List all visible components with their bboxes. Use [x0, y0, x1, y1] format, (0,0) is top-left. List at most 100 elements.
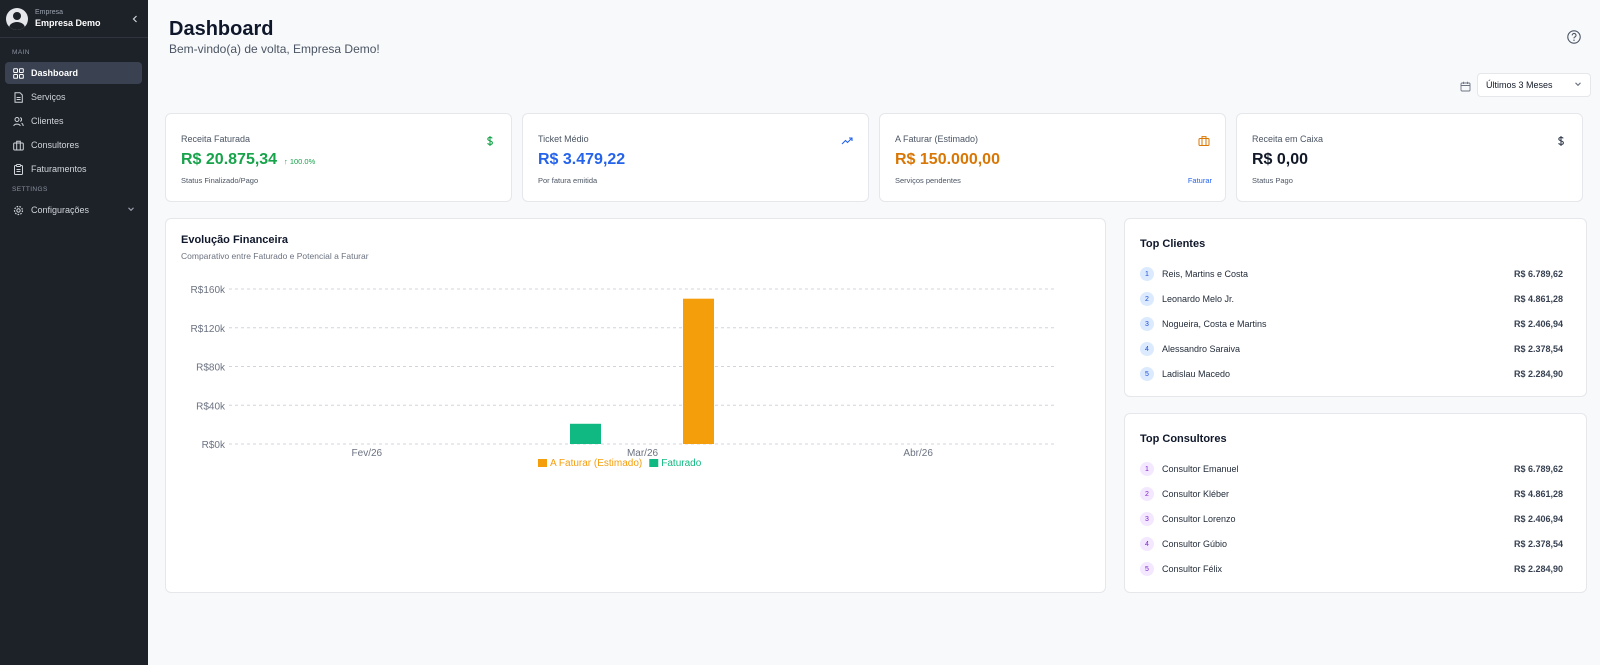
dollar-icon [1555, 134, 1567, 146]
chevron-down-icon [127, 205, 135, 215]
consultant-amount: R$ 6.789,62 [1513, 464, 1563, 474]
chevron-down-icon [1574, 80, 1582, 90]
x-tick-label: Mar/26 [627, 448, 659, 459]
rank-badge: 3 [1140, 512, 1154, 526]
sidebar-item-label: Serviços [31, 92, 66, 102]
stat-note: Status Finalizado/Pago [181, 176, 259, 185]
stat-value: R$ 3.479,22 [538, 151, 626, 168]
dollar-icon [484, 134, 496, 146]
calendar-icon [1460, 79, 1472, 92]
consultant-amount: R$ 2.284,90 [1513, 564, 1563, 574]
stat-card-receita-faturada: Receita Faturada R$ 20.875,34 ↑ 100.0% S… [165, 113, 512, 202]
org-switcher[interactable]: Empresa Empresa Demo [0, 0, 148, 38]
trend-badge: ↑ 100.0% [284, 157, 316, 166]
chart-card: Evolução Financeira Comparativo entre Fa… [165, 218, 1106, 593]
top-clients-card: Top Clientes 1 Reis, Martins e Costa R$ … [1124, 218, 1587, 397]
stat-note: Por fatura emitida [538, 176, 598, 185]
consultant-name: Consultor Emanuel [1162, 464, 1239, 474]
chevron-left-icon[interactable] [128, 12, 142, 26]
page-title: Dashboard [169, 18, 274, 40]
rank-badge: 4 [1140, 537, 1154, 551]
stat-label: Receita Faturada [181, 134, 251, 144]
section-label-main: MAIN [12, 49, 30, 56]
consultant-name: Consultor Lorenzo [1162, 514, 1236, 524]
client-amount: R$ 2.378,54 [1513, 344, 1563, 354]
consultant-amount: R$ 2.378,54 [1513, 539, 1563, 549]
rank-badge: 3 [1140, 317, 1154, 331]
page-subtitle: Bem-vindo(a) de volta, Empresa Demo! [169, 42, 380, 56]
sidebar-item-dashboard[interactable]: Dashboard [5, 62, 142, 84]
client-amount: R$ 2.406,94 [1513, 319, 1563, 329]
briefcase-icon [12, 139, 24, 151]
sidebar-item-configuracoes[interactable]: Configurações [5, 199, 142, 221]
period-select-value: Últimos 3 Meses [1486, 80, 1553, 90]
list-item[interactable]: 4 Alessandro Saraiva R$ 2.378,54 [1140, 341, 1563, 357]
stat-value: R$ 0,00 [1252, 151, 1309, 168]
client-name: Ladislau Macedo [1162, 369, 1231, 379]
top-consultants-title: Top Consultores [1140, 433, 1227, 445]
y-tick-label: R$160k [191, 285, 226, 296]
stat-label: Receita em Caixa [1252, 134, 1324, 144]
client-name: Nogueira, Costa e Martins [1162, 319, 1267, 329]
list-item[interactable]: 5 Ladislau Macedo R$ 2.284,90 [1140, 366, 1563, 382]
sidebar-item-clientes[interactable]: Clientes [5, 110, 142, 132]
list-item[interactable]: 1 Reis, Martins e Costa R$ 6.789,62 [1140, 266, 1563, 282]
list-item[interactable]: 3 Consultor Lorenzo R$ 2.406,94 [1140, 511, 1563, 527]
consultant-name: Consultor Gúbio [1162, 539, 1228, 549]
sidebar-item-label: Faturamentos [31, 164, 87, 174]
period-filter: Últimos 3 Meses [1460, 73, 1591, 97]
rank-badge: 2 [1140, 292, 1154, 306]
rank-badge: 4 [1140, 342, 1154, 356]
list-item[interactable]: 1 Consultor Emanuel R$ 6.789,62 [1140, 461, 1563, 477]
help-icon[interactable] [1567, 30, 1581, 44]
rank-badge: 5 [1140, 562, 1154, 576]
main-content: Dashboard Bem-vindo(a) de volta, Empresa… [148, 0, 1600, 665]
stat-label: A Faturar (Estimado) [895, 134, 979, 144]
faturar-link[interactable]: Faturar [1187, 176, 1212, 185]
client-amount: R$ 4.861,28 [1513, 294, 1563, 304]
legend-label: Faturado [661, 458, 701, 469]
legend-swatch [538, 459, 547, 467]
org-name: Empresa Demo [35, 18, 101, 28]
financial-chart: R$0k R$40k R$80k R$120k R$160k Fev/26 Mar/26 Ab… [191, 285, 1056, 469]
list-item[interactable]: 2 Leonardo Melo Jr. R$ 4.861,28 [1140, 291, 1563, 307]
x-tick-label: Abr/26 [903, 448, 933, 459]
stat-card-receita-em-caixa: Receita em Caixa R$ 0,00 Status Pago [1236, 113, 1583, 202]
bar-a-faturar [683, 298, 714, 444]
y-tick-label: R$0k [202, 440, 226, 451]
list-item[interactable]: 4 Consultor Gúbio R$ 2.378,54 [1140, 536, 1563, 552]
top-consultants-card: Top Consultores 1 Consultor Emanuel R$ 6… [1124, 413, 1587, 593]
briefcase-icon [1198, 134, 1210, 146]
sidebar-item-label: Clientes [31, 116, 64, 126]
gear-icon [12, 204, 24, 216]
file-icon [12, 91, 24, 103]
rank-badge: 1 [1140, 267, 1154, 281]
period-select[interactable]: Últimos 3 Meses [1477, 73, 1591, 97]
bar-faturado [570, 423, 601, 444]
client-amount: R$ 6.789,62 [1513, 269, 1563, 279]
sidebar-item-faturamentos[interactable]: Faturamentos [5, 158, 142, 180]
sidebar-item-servicos[interactable]: Serviços [5, 86, 142, 108]
client-name: Reis, Martins e Costa [1162, 269, 1249, 279]
client-amount: R$ 2.284,90 [1513, 369, 1563, 379]
client-name: Leonardo Melo Jr. [1162, 294, 1235, 304]
y-tick-label: R$80k [196, 363, 226, 374]
consultant-amount: R$ 2.406,94 [1513, 514, 1563, 524]
stat-value: R$ 20.875,34 [181, 151, 278, 168]
list-item[interactable]: 2 Consultor Kléber R$ 4.861,28 [1140, 486, 1563, 502]
clipboard-icon [12, 163, 24, 175]
list-item[interactable]: 5 Consultor Félix R$ 2.284,90 [1140, 561, 1563, 577]
sidebar: Empresa Empresa Demo MAIN Dashboard Serv… [0, 0, 148, 665]
consultant-amount: R$ 4.861,28 [1513, 489, 1563, 499]
chart-subtitle: Comparativo entre Faturado e Potencial a… [181, 251, 369, 261]
stat-note: Serviços pendentes [895, 176, 961, 185]
grid-icon [12, 67, 24, 79]
sidebar-item-label: Dashboard [31, 68, 79, 78]
sidebar-item-label: Consultores [31, 140, 80, 150]
sidebar-item-consultores[interactable]: Consultores [5, 134, 142, 156]
list-item[interactable]: 3 Nogueira, Costa e Martins R$ 2.406,94 [1140, 316, 1563, 332]
users-icon [12, 115, 24, 127]
avatar [6, 7, 28, 30]
sidebar-item-label: Configurações [31, 205, 90, 215]
trending-up-icon [841, 134, 853, 146]
